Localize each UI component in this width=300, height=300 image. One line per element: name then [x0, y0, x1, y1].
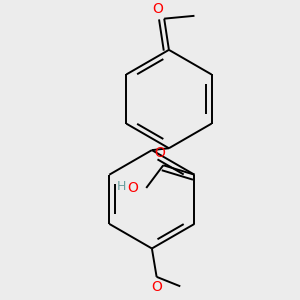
Text: O: O [154, 146, 165, 160]
Text: O: O [151, 280, 162, 294]
Text: O: O [128, 181, 138, 195]
Text: H: H [117, 180, 126, 193]
Text: O: O [152, 2, 163, 16]
